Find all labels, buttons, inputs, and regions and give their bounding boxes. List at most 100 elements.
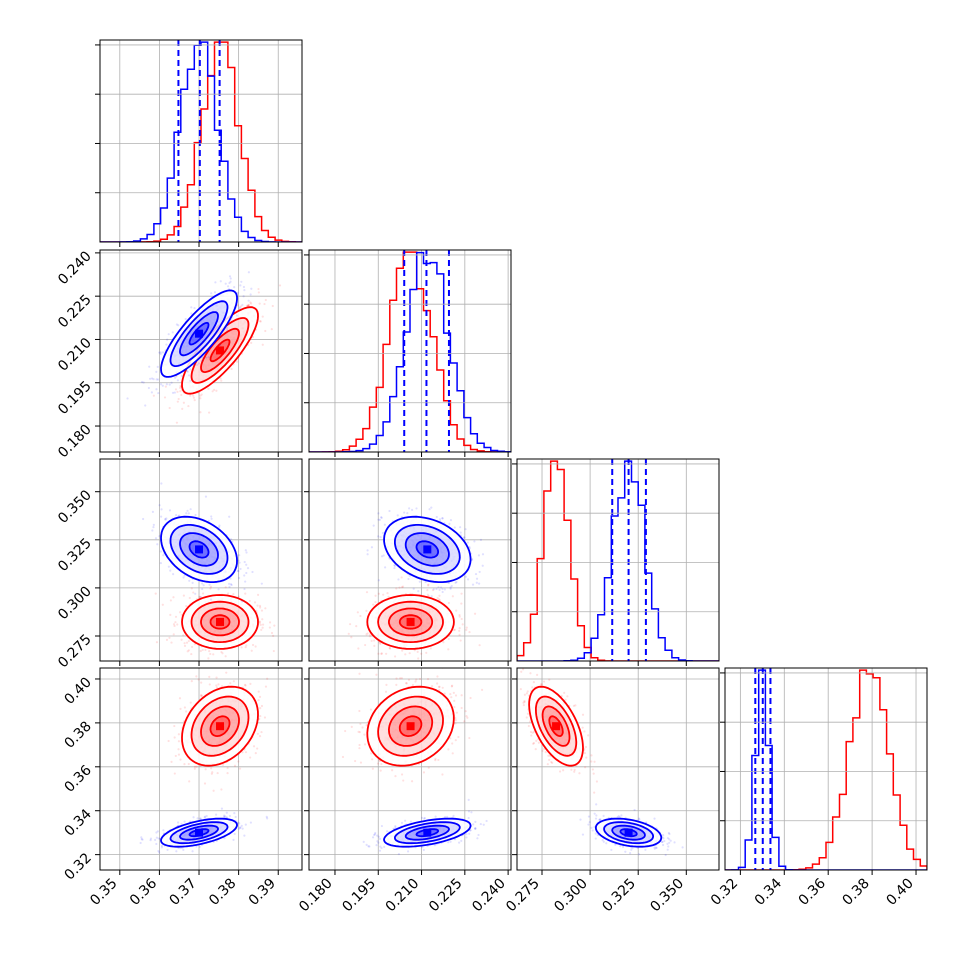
sample-point xyxy=(207,519,210,522)
sample-point xyxy=(244,580,247,583)
sample-point xyxy=(463,536,466,539)
sample-point xyxy=(159,550,162,553)
sample-point xyxy=(395,587,398,590)
sample-point xyxy=(400,576,403,579)
sample-point xyxy=(397,578,400,581)
sample-point xyxy=(165,638,169,641)
sample-point xyxy=(393,566,396,570)
sample-point xyxy=(256,732,259,735)
sample-point xyxy=(160,482,163,485)
sample-point xyxy=(173,772,176,775)
sample-point xyxy=(193,643,196,646)
sample-point xyxy=(140,380,144,384)
sample-point xyxy=(187,762,190,766)
sample-point xyxy=(435,587,438,591)
sample-point xyxy=(264,329,267,333)
sample-point xyxy=(263,716,267,719)
sample-point xyxy=(168,406,171,410)
sample-point xyxy=(177,733,180,736)
sample-point xyxy=(250,287,253,290)
sample-point xyxy=(249,301,252,304)
y-tick-label: 0.180 xyxy=(55,422,95,462)
sample-point xyxy=(453,526,456,529)
sample-point xyxy=(229,583,233,586)
sample-point xyxy=(193,765,197,768)
panel-frame xyxy=(99,458,303,662)
sample-point xyxy=(240,280,243,283)
sample-point xyxy=(207,387,210,390)
sample-point xyxy=(217,526,221,529)
histogram-red xyxy=(517,460,719,661)
sample-point xyxy=(171,331,174,334)
sample-point xyxy=(273,624,276,627)
y-tick-label: 0.275 xyxy=(55,632,95,672)
sample-point xyxy=(250,302,253,305)
sample-point xyxy=(204,648,207,652)
sample-point xyxy=(454,581,457,584)
sample-point xyxy=(210,598,213,601)
sample-point xyxy=(199,411,202,414)
sample-point xyxy=(228,281,231,285)
sample-point xyxy=(189,701,192,704)
sample-point xyxy=(177,740,181,743)
sample-point xyxy=(212,789,215,792)
sample-point xyxy=(198,845,201,849)
sample-point xyxy=(149,377,152,380)
sample-point xyxy=(257,690,260,693)
sample-point xyxy=(259,319,262,323)
sample-point xyxy=(215,686,219,689)
sample-point xyxy=(202,584,205,587)
sample-point xyxy=(442,641,445,644)
sample-point xyxy=(224,282,227,285)
sample-point xyxy=(178,386,182,389)
sample-point xyxy=(190,652,193,656)
sample-point xyxy=(245,644,248,647)
sample-point xyxy=(264,298,267,302)
sample-point xyxy=(232,593,235,596)
sample-point xyxy=(245,571,248,575)
sample-point xyxy=(209,652,212,656)
sample-point xyxy=(374,594,377,597)
sample-point xyxy=(350,636,353,639)
sample-point xyxy=(447,637,450,641)
sample-point xyxy=(221,763,225,766)
sample-point xyxy=(359,614,362,618)
sample-point xyxy=(177,324,180,327)
y-tick-label: 0.36 xyxy=(61,762,94,795)
sample-point xyxy=(187,404,190,408)
sample-point xyxy=(257,698,260,702)
sample-point xyxy=(208,583,211,586)
sample-point xyxy=(407,577,410,581)
sample-point xyxy=(210,517,213,520)
sample-point xyxy=(244,751,248,754)
sample-point xyxy=(154,592,157,595)
sample-point xyxy=(200,359,203,362)
sample-point xyxy=(355,624,358,628)
sample-point xyxy=(449,587,452,590)
density-peak xyxy=(216,346,225,355)
sample-point xyxy=(236,291,239,294)
sample-point xyxy=(236,304,240,307)
sample-point xyxy=(209,587,212,590)
sample-point xyxy=(420,652,423,655)
sample-point xyxy=(174,376,177,379)
density-peak xyxy=(195,329,204,338)
sample-point xyxy=(154,537,158,540)
x-tick-label: 0.36 xyxy=(127,875,160,908)
sample-point xyxy=(228,515,231,518)
sample-point xyxy=(172,596,175,599)
sample-point xyxy=(380,652,383,655)
sample-point xyxy=(393,655,397,658)
sample-point xyxy=(258,620,262,623)
sample-point xyxy=(185,512,188,515)
sample-point xyxy=(224,655,227,658)
sample-point xyxy=(237,559,240,562)
sample-point xyxy=(478,644,481,647)
sample-point xyxy=(156,378,160,381)
sample-point xyxy=(416,650,419,653)
x-tick-label: 0.38 xyxy=(206,876,239,909)
panel-0-0 xyxy=(95,39,303,247)
sample-point xyxy=(356,611,359,614)
sample-point xyxy=(259,714,262,718)
sample-point xyxy=(182,594,185,597)
